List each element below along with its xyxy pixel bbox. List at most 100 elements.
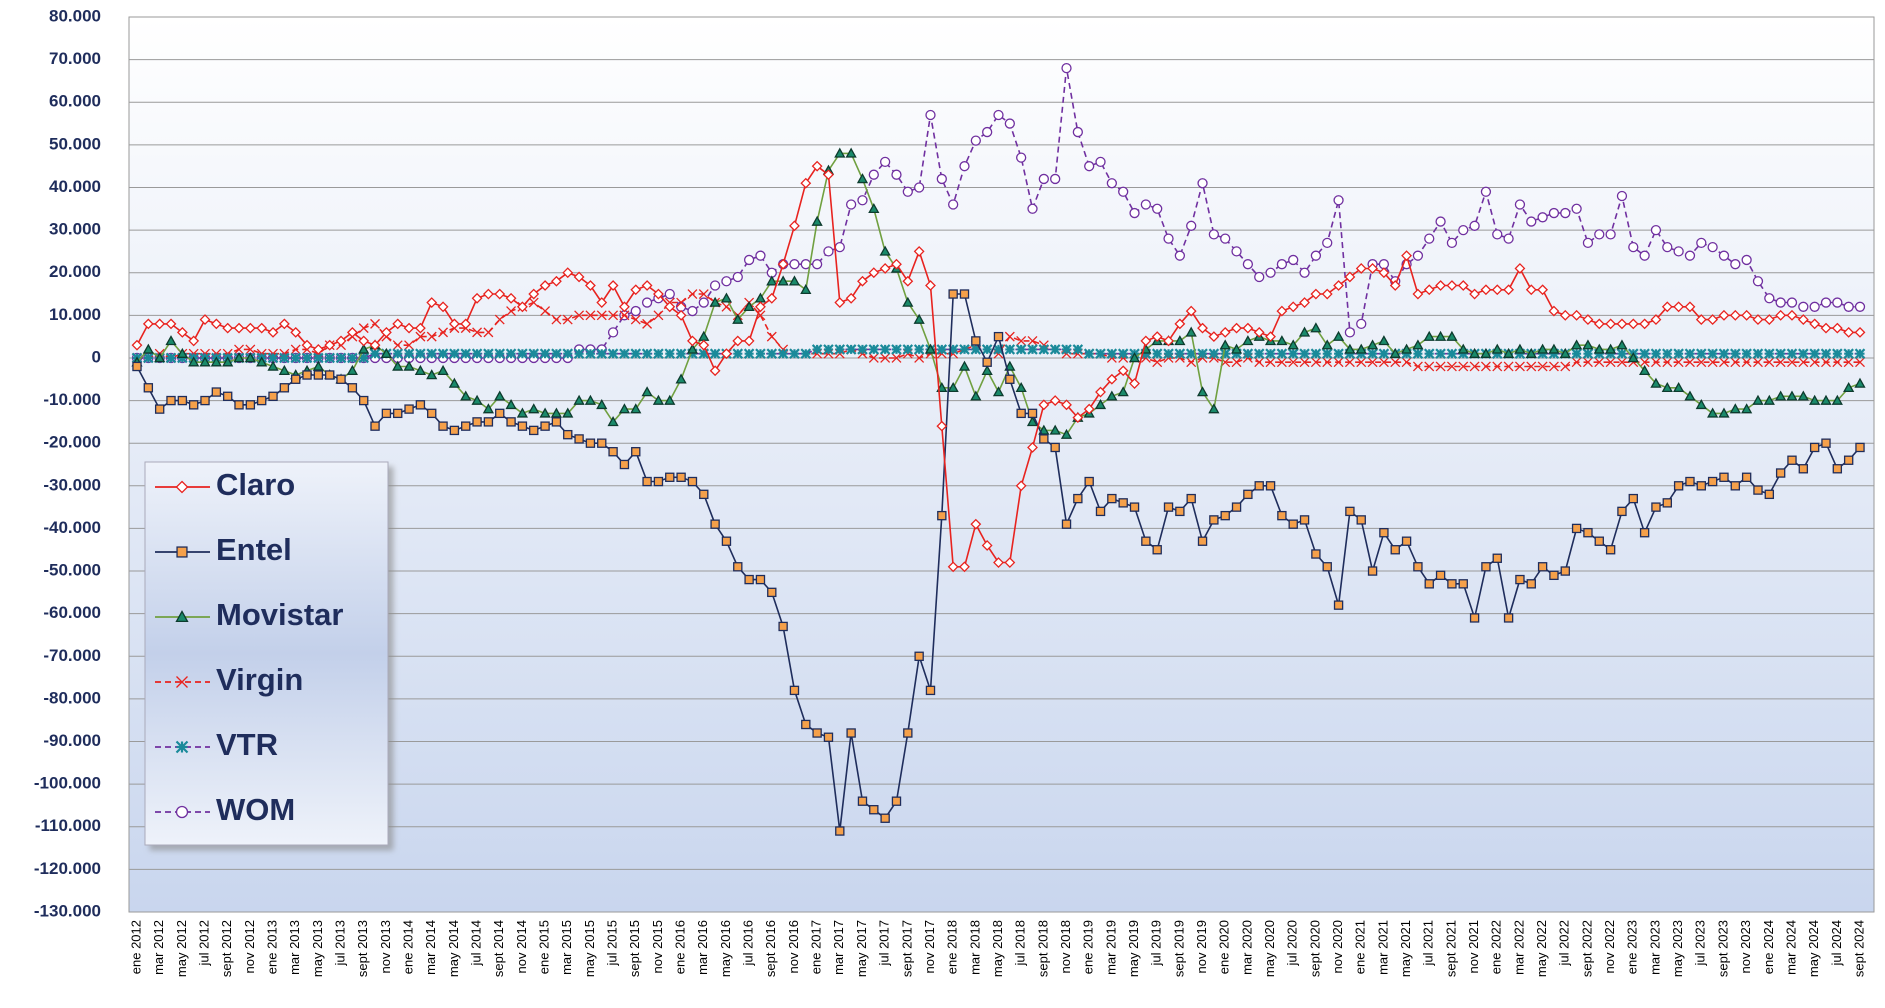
marker [630, 305, 641, 317]
marker [1401, 357, 1412, 368]
x-tick-label: may 2016 [718, 920, 733, 977]
marker [1435, 348, 1446, 359]
marker [1809, 394, 1821, 405]
x-tick-label: jul 2021 [1421, 920, 1436, 967]
marker [1480, 347, 1492, 358]
marker [1038, 173, 1049, 185]
marker [1129, 378, 1140, 389]
marker [687, 348, 698, 359]
x-tick-label: mar 2012 [151, 920, 166, 975]
marker [1639, 348, 1650, 359]
marker [1276, 305, 1288, 317]
marker [1831, 394, 1843, 405]
marker [1310, 250, 1322, 261]
marker [1639, 250, 1650, 261]
marker [1367, 263, 1378, 274]
y-tick-label: 10.000 [49, 305, 101, 324]
marker [1651, 502, 1661, 512]
marker [1435, 361, 1446, 372]
marker [982, 357, 992, 367]
marker [528, 297, 539, 308]
marker [698, 348, 710, 359]
marker [1254, 271, 1265, 283]
marker [1468, 347, 1481, 358]
plot-area [128, 16, 1875, 913]
marker [778, 621, 788, 632]
x-tick-label: nov 2013 [378, 920, 393, 974]
marker [1128, 352, 1141, 363]
marker [268, 391, 278, 402]
marker [1015, 480, 1027, 492]
marker [1662, 241, 1673, 253]
marker [1197, 178, 1208, 189]
marker [675, 309, 687, 321]
marker [1220, 510, 1230, 521]
marker [1786, 348, 1798, 359]
marker [1106, 373, 1118, 385]
x-tick-label: may 2021 [1398, 920, 1413, 977]
x-tick-label: jul 2023 [1693, 920, 1708, 967]
marker [1662, 348, 1673, 359]
marker [244, 322, 256, 334]
y-tick-label: 30.000 [49, 220, 101, 239]
x-tick-label: mar 2017 [831, 920, 846, 975]
legend-label: Entel [216, 532, 292, 567]
marker [472, 417, 482, 427]
marker [1537, 361, 1548, 372]
marker [573, 348, 585, 359]
marker [1571, 309, 1583, 321]
marker [1537, 348, 1548, 359]
x-tick-label: ene 2012 [128, 920, 143, 974]
marker [641, 280, 653, 291]
marker [369, 348, 381, 359]
marker [1741, 472, 1752, 482]
marker [630, 314, 641, 325]
marker [539, 280, 551, 291]
marker [811, 160, 823, 172]
marker [563, 429, 573, 440]
marker [1560, 566, 1570, 576]
marker [346, 364, 358, 375]
y-tick-label: 50.000 [49, 134, 101, 153]
marker [1276, 348, 1288, 359]
marker [868, 352, 879, 363]
marker [1299, 297, 1310, 308]
marker [1707, 241, 1718, 253]
marker [233, 322, 245, 334]
marker [244, 352, 256, 363]
marker [256, 395, 267, 406]
marker [1356, 318, 1367, 330]
series [132, 289, 1865, 836]
x-tick-label: sept 2017 [899, 920, 914, 977]
marker [607, 327, 619, 338]
marker [1027, 408, 1038, 419]
marker [1107, 493, 1117, 504]
marker [1786, 309, 1798, 321]
marker [1469, 613, 1480, 623]
marker [630, 403, 642, 414]
marker [1797, 390, 1809, 401]
x-tick-label: jul 2012 [196, 920, 211, 967]
marker [539, 407, 551, 418]
x-tick-label: ene 2013 [264, 920, 279, 974]
series [131, 147, 1866, 439]
marker [925, 280, 936, 291]
marker [1594, 348, 1605, 359]
x-tick-label: jul 2022 [1557, 920, 1572, 967]
marker [970, 344, 982, 355]
marker [1798, 464, 1809, 474]
marker [1231, 246, 1242, 257]
marker [1435, 280, 1447, 291]
marker [1458, 224, 1469, 236]
marker [1616, 190, 1628, 202]
marker [529, 425, 539, 436]
marker [1514, 343, 1526, 354]
marker [313, 370, 324, 380]
marker [1423, 284, 1435, 296]
marker [608, 447, 618, 457]
marker [1061, 344, 1072, 355]
marker [1186, 357, 1197, 368]
marker [301, 352, 313, 364]
x-tick-label: mar 2022 [1511, 920, 1526, 975]
marker [1379, 527, 1389, 538]
